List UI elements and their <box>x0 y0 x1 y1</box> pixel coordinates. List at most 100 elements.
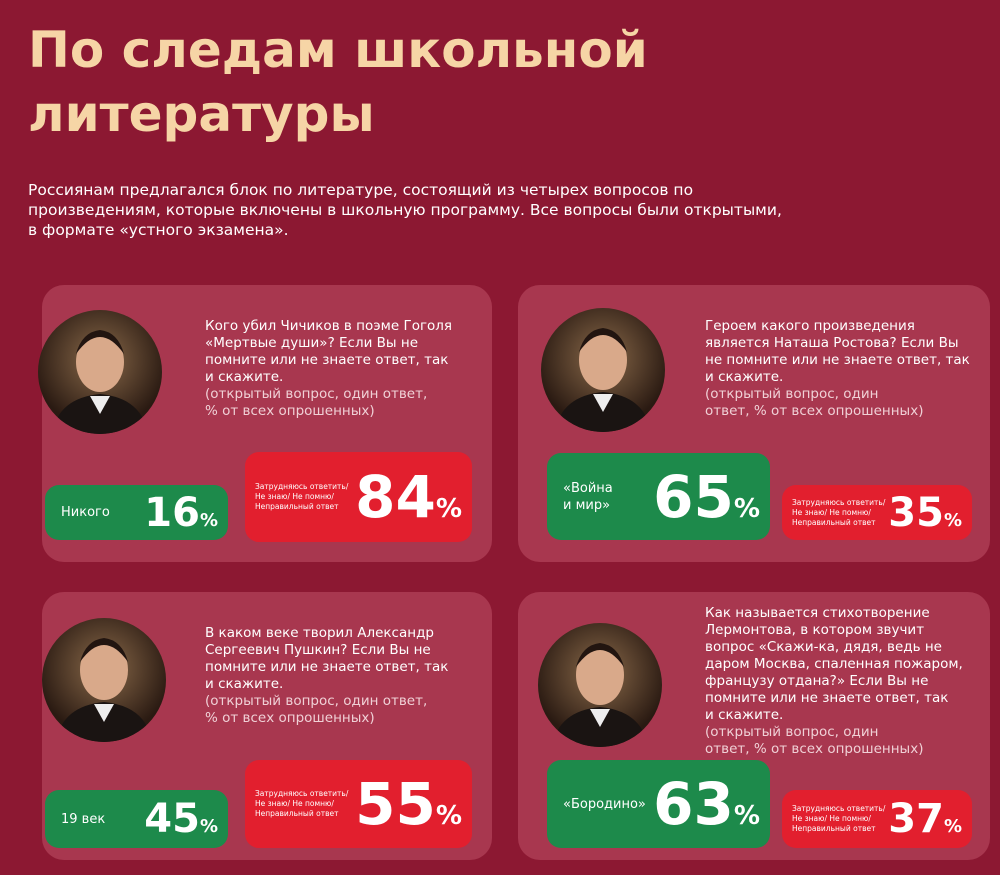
correct-box: «Бородино» 63% <box>547 760 770 848</box>
portrait <box>38 310 162 434</box>
percent-unit: % <box>435 494 462 524</box>
question-line: «Мертвые души»? Если Вы не <box>205 335 419 351</box>
correct-box: Никого 16% <box>45 485 228 540</box>
percent-unit: % <box>733 801 760 831</box>
percent-unit: % <box>733 493 760 524</box>
percent-value: 35 <box>888 489 944 536</box>
wrong-box: Затрудняюсь ответить/Не знаю/ Не помню/Н… <box>245 452 472 542</box>
answer-line: «Война <box>563 480 613 496</box>
question-line: и скажите. <box>705 707 784 723</box>
wrong-label-line: Затрудняюсь ответить/ <box>792 804 886 813</box>
question-line: Как называется стихотворение <box>705 605 930 621</box>
correct-box: 19 век 45% <box>45 790 228 848</box>
question-line: вопрос «Скажи-ка, дядя, ведь не <box>705 639 942 655</box>
portrait-figure <box>552 643 648 747</box>
percent: 37% <box>888 796 962 842</box>
note-line: (открытый вопрос, один ответ, <box>205 386 428 402</box>
percent: 65% <box>653 463 760 531</box>
percent: 84% <box>355 463 462 531</box>
percent: 35% <box>888 490 962 536</box>
question-line: и скажите. <box>705 369 784 385</box>
percent-value: 84 <box>355 463 436 531</box>
question-line: французу отдана?» Если Вы не <box>705 673 929 689</box>
percent-unit: % <box>199 509 218 531</box>
percent-unit: % <box>943 509 962 531</box>
question-line: Сергеевич Пушкин? Если Вы не <box>205 642 431 658</box>
percent-value: 16 <box>144 489 200 536</box>
correct-answer: «Бородино» <box>563 796 646 813</box>
question: Кого убил Чичиков в поэме Гоголя «Мертвые… <box>205 318 452 420</box>
wrong-label-line: Неправильный ответ <box>255 809 339 818</box>
title-line: литературы <box>28 85 375 143</box>
wrong-label-line: Неправильный ответ <box>792 517 876 527</box>
percent-value: 37 <box>888 796 944 842</box>
note-line: % от всех опрошенных) <box>205 710 375 726</box>
correct-answer: Никого <box>61 504 110 521</box>
answer-line: Никого <box>61 505 110 520</box>
question-line: помните или не знаете ответ, так <box>205 659 449 675</box>
portrait-figure <box>56 638 152 742</box>
wrong-label: Затрудняюсь ответить/Не знаю/ Не помню/Н… <box>255 789 348 819</box>
wrong-box: Затрудняюсь ответить/Не знаю/ Не помню/Н… <box>245 760 472 848</box>
correct-box: «Война и мир» 65% <box>547 453 770 540</box>
intro-line: произведениям, которые включены в школьн… <box>28 201 782 219</box>
question-line: В каком веке творил Александр <box>205 625 434 641</box>
question-line: помните или не знаете ответ, так <box>705 690 949 706</box>
note-line: (открытый вопрос, один <box>705 386 879 402</box>
question-line: помните или не знаете ответ, так <box>205 352 449 368</box>
intro-line: Россиянам предлагался блок по литературе… <box>28 181 694 199</box>
portrait <box>42 618 166 742</box>
note-line: (открытый вопрос, один ответ, <box>205 693 428 709</box>
percent-unit: % <box>435 801 462 831</box>
wrong-box: Затрудняюсь ответить/Не знаю/ Не помню/Н… <box>782 485 972 540</box>
percent: 45% <box>144 796 218 842</box>
wrong-label-line: Не знаю/ Не помню/ <box>792 507 871 517</box>
question-line: Лермонтова, в котором звучит <box>705 622 925 638</box>
note-line: ответ, % от всех опрошенных) <box>705 741 924 757</box>
title: По следам школьной литературы <box>28 18 648 146</box>
question: Как называется стихотворение Лермонтова, … <box>705 605 963 758</box>
title-line: По следам школьной <box>28 21 648 79</box>
wrong-label-line: Не знаю/ Не помню/ <box>792 814 871 823</box>
percent: 63% <box>653 770 760 838</box>
note-line: % от всех опрошенных) <box>205 403 375 419</box>
percent: 16% <box>144 490 218 536</box>
wrong-label-line: Не знаю/ Не помню/ <box>255 799 334 808</box>
wrong-label: Затрудняюсь ответить/Не знаю/ Не помню/Н… <box>255 482 348 512</box>
wrong-box: Затрудняюсь ответить/Не знаю/ Не помню/Н… <box>782 790 972 848</box>
wrong-label-line: Затрудняюсь ответить/ <box>255 482 349 491</box>
portrait-figure <box>52 330 148 434</box>
percent-unit: % <box>199 816 218 837</box>
portrait <box>541 308 665 432</box>
wrong-label-line: Неправильный ответ <box>255 502 339 511</box>
question-line: Героем какого произведения <box>705 318 915 334</box>
correct-answer: «Война и мир» <box>563 480 613 514</box>
answer-line: и мир» <box>563 497 611 513</box>
percent-value: 65 <box>653 462 734 531</box>
correct-answer: 19 век <box>61 811 105 828</box>
intro-line: в формате «устного экзамена». <box>28 221 289 239</box>
question-line: даром Москва, спаленная пожаром, <box>705 656 963 672</box>
percent-value: 63 <box>653 770 734 838</box>
question-line: является Наташа Ростова? Если Вы <box>705 335 959 351</box>
portrait-figure <box>555 328 651 432</box>
wrong-label-line: Не знаю/ Не помню/ <box>255 492 334 501</box>
percent-unit: % <box>943 816 962 837</box>
note-line: (открытый вопрос, один <box>705 724 879 740</box>
answer-line: «Бородино» <box>563 796 646 812</box>
wrong-label-line: Затрудняюсь ответить/ <box>255 789 349 798</box>
question-line: и скажите. <box>205 369 284 385</box>
wrong-label: Затрудняюсь ответить/Не знаю/ Не помню/Н… <box>792 498 885 528</box>
portrait <box>538 623 662 747</box>
question: Героем какого произведения является Наташ… <box>705 318 970 420</box>
wrong-label-line: Затрудняюсь ответить/ <box>792 497 886 507</box>
percent: 55% <box>355 770 462 838</box>
percent-value: 45 <box>144 796 200 842</box>
question: В каком веке творил Александр Сергеевич П… <box>205 625 448 727</box>
intro: Россиянам предлагался блок по литературе… <box>28 180 782 240</box>
question-line: Кого убил Чичиков в поэме Гоголя <box>205 318 453 334</box>
wrong-label-line: Неправильный ответ <box>792 824 876 833</box>
note-line: ответ, % от всех опрошенных) <box>705 403 924 419</box>
wrong-label: Затрудняюсь ответить/Не знаю/ Не помню/Н… <box>792 804 885 834</box>
